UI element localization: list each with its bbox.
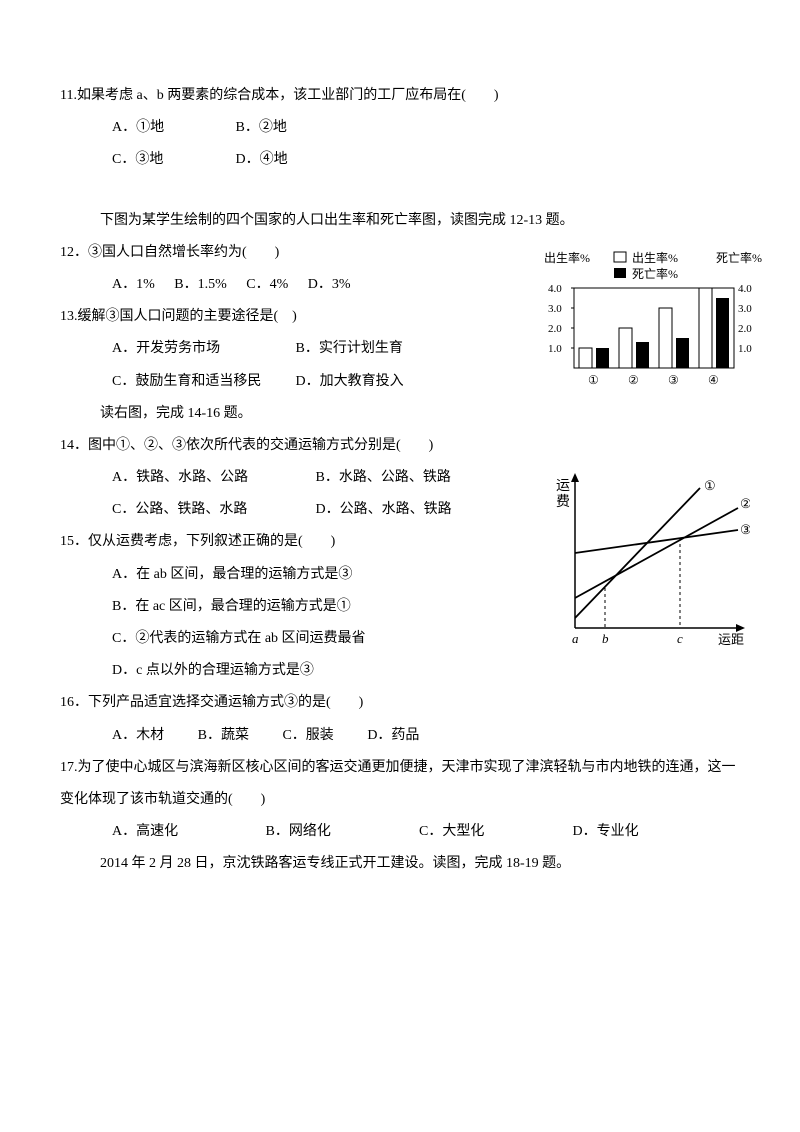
q17-opt-b: B．网络化 [266, 816, 416, 848]
q12-opt-d: D．3% [308, 269, 351, 301]
q12-opt-a: A．1% [112, 269, 155, 301]
q13-opt-c: C．鼓励生育和适当移民 [112, 366, 292, 398]
q16-opt-d: D．药品 [367, 720, 419, 752]
svg-text:4.0: 4.0 [738, 283, 752, 295]
svg-text:②: ② [628, 373, 639, 387]
q16-opt-c: C．服装 [282, 720, 333, 752]
q11-opt-c: C．③地 [112, 144, 232, 176]
question-11: 11.如果考虑 a、b 两要素的综合成本，该工业部门的工厂应布局在( ) A．①… [60, 80, 740, 177]
transport-chart: 运 费 运距 ① ② ③ a b c [550, 468, 750, 648]
q13-opt-a: A．开发劳务市场 [112, 333, 292, 365]
q13-opt-d: D．加大教育投入 [296, 366, 404, 398]
q14-text: 14．图中①、②、③依次所代表的交通运输方式分别是( ) [60, 430, 740, 462]
yright-label: 死亡率% [716, 250, 762, 265]
line-3: ③ [740, 522, 750, 537]
line-2: ② [740, 496, 750, 511]
q16-opt-b: B．蔬菜 [198, 720, 249, 752]
q11-opt-a: A．①地 [112, 112, 232, 144]
q13-opt-b: B．实行计划生育 [296, 333, 403, 365]
xtick-a: a [572, 631, 579, 646]
q11-opt-d: D．④地 [236, 144, 288, 176]
q11-text: 11.如果考虑 a、b 两要素的综合成本，该工业部门的工厂应布局在( ) [60, 80, 740, 112]
q16-opt-a: A．木材 [112, 720, 164, 752]
svg-text:④: ④ [708, 373, 719, 387]
q15-opt-d: D．c 点以外的合理运输方式是③ [60, 655, 740, 687]
q14-opt-a: A．铁路、水路、公路 [112, 462, 312, 494]
xtick-b: b [602, 631, 609, 646]
line-1: ① [704, 478, 716, 493]
legend-birth: 出生率% [632, 250, 678, 265]
q12-opt-b: B．1.5% [174, 269, 227, 301]
q17-text: 17.为了使中心城区与滨海新区核心区间的客运交通更加便捷，天津市实现了津滨轻轨与… [60, 752, 740, 816]
svg-text:1.0: 1.0 [548, 343, 562, 355]
yleft-label: 出生率% [544, 250, 590, 265]
intro-12-13: 下图为某学生绘制的四个国家的人口出生率和死亡率图，读图完成 12-13 题。 [60, 205, 740, 237]
xlabel: 运距 [718, 632, 744, 647]
svg-text:①: ① [588, 373, 599, 387]
legend-death: 死亡率% [632, 266, 678, 281]
svg-text:3.0: 3.0 [548, 303, 562, 315]
q17-opt-a: A．高速化 [112, 816, 262, 848]
question-16: 16．下列产品适宜选择交通运输方式③的是( ) A．木材 B．蔬菜 C．服装 D… [60, 687, 740, 751]
q17-opt-c: C．大型化 [419, 816, 569, 848]
svg-text:4.0: 4.0 [548, 283, 562, 295]
q14-opt-c: C．公路、铁路、水路 [112, 494, 312, 526]
q11-opt-b: B．②地 [236, 112, 287, 144]
svg-text:2.0: 2.0 [738, 323, 752, 335]
ylabel-2: 费 [556, 494, 570, 510]
ylabel-1: 运 [556, 478, 570, 494]
q17-opt-d: D．专业化 [573, 816, 639, 848]
xtick-c: c [677, 631, 683, 646]
svg-text:3.0: 3.0 [738, 303, 752, 315]
intro-14-16: 读右图，完成 14-16 题。 [60, 398, 740, 430]
svg-text:③: ③ [668, 373, 679, 387]
svg-text:2.0: 2.0 [548, 323, 562, 335]
svg-text:1.0: 1.0 [738, 343, 752, 355]
q16-text: 16．下列产品适宜选择交通运输方式③的是( ) [60, 687, 740, 719]
question-17: 17.为了使中心城区与滨海新区核心区间的客运交通更加便捷，天津市实现了津滨轻轨与… [60, 752, 740, 849]
birth-death-chart: 出生率% 死亡率% 出生率% 死亡率% 1.0 2.0 3.0 4.0 1.0 2.0 3… [544, 248, 764, 388]
intro-18-19: 2014 年 2 月 28 日，京沈铁路客运专线正式开工建设。读图，完成 18-… [60, 848, 740, 880]
q12-opt-c: C．4% [246, 269, 288, 301]
q14-opt-d: D．公路、水路、铁路 [316, 494, 452, 526]
q14-opt-b: B．水路、公路、铁路 [316, 462, 451, 494]
